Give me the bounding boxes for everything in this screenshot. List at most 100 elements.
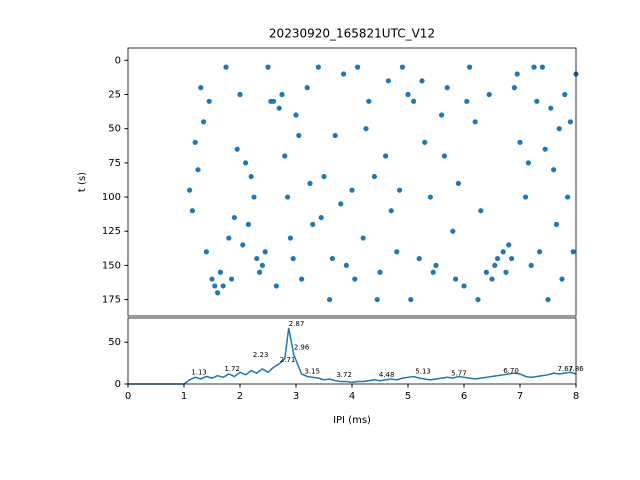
scatter-point <box>562 91 568 98</box>
y-tick-label: 0 <box>115 379 121 390</box>
axes-frame <box>127 317 577 385</box>
scatter-point <box>455 180 461 186</box>
scatter-point <box>399 64 405 70</box>
x-tick-label: 6 <box>461 391 467 402</box>
scatter-point <box>304 85 310 91</box>
y-tick-label: 50 <box>108 124 121 135</box>
scatter-point <box>548 105 554 111</box>
chart-title: 20230920_165821UTC_V12 <box>269 27 435 41</box>
scatter-point <box>343 262 349 269</box>
peak-label: 2.23 <box>253 351 269 359</box>
peak-label: 5.77 <box>451 369 467 377</box>
scatter-point <box>240 242 246 248</box>
scatter-point <box>198 85 204 91</box>
scatter-point <box>355 64 361 70</box>
scatter-point <box>237 91 243 98</box>
scatter-point <box>567 119 574 125</box>
scatter-point <box>315 64 321 70</box>
scatter-point <box>509 255 515 262</box>
x-axis-label: IPI (ms) <box>333 415 371 426</box>
scatter-point <box>341 71 347 77</box>
scatter-point <box>441 153 447 159</box>
scatter-point <box>486 91 492 98</box>
scatter-point <box>503 269 509 275</box>
scatter-point <box>539 64 546 70</box>
scatter-point <box>467 64 473 70</box>
x-tick-label: 4 <box>349 391 355 402</box>
scatter-point <box>285 194 291 200</box>
scatter-point <box>279 91 285 98</box>
scatter-point <box>506 242 512 248</box>
scatter-point <box>259 262 265 269</box>
scatter-point <box>226 235 232 241</box>
scatter-point <box>565 194 571 200</box>
scatter-point <box>422 139 428 145</box>
scatter-point <box>514 71 520 77</box>
scatter-point <box>551 167 557 173</box>
x-tick-label: 0 <box>125 391 131 402</box>
peak-label: 4.48 <box>379 371 395 379</box>
scatter-point <box>489 276 495 282</box>
scatter-point <box>189 208 195 214</box>
scatter-point <box>553 221 560 227</box>
scatter-point <box>265 64 271 70</box>
y-tick-label: 25 <box>108 89 121 100</box>
scatter-point <box>556 126 562 132</box>
peak-label: 7.67 <box>558 365 574 373</box>
scatter-point <box>559 276 565 282</box>
scatter-point <box>332 132 338 139</box>
scatter-point <box>492 262 498 269</box>
scatter-point <box>483 269 489 275</box>
y-axis-label: t (s) <box>77 172 88 192</box>
scatter-point <box>374 296 380 303</box>
scatter-point <box>405 91 411 98</box>
scatter-point <box>212 283 218 289</box>
x-tick-label: 3 <box>293 391 299 402</box>
scatter-point <box>262 249 268 255</box>
y-tick-label: 175 <box>102 295 121 306</box>
scatter-point <box>287 235 293 241</box>
scatter-point <box>195 167 201 173</box>
scatter-point <box>464 98 470 104</box>
scatter-point <box>371 173 377 180</box>
scatter-point <box>363 126 369 132</box>
scatter-point <box>394 249 400 255</box>
x-tick-label: 2 <box>237 391 243 402</box>
scatter-point <box>229 276 235 282</box>
scatter-point <box>472 119 478 125</box>
scatter-point <box>187 187 193 193</box>
x-tick-label: 1 <box>181 391 187 402</box>
scatter-point <box>525 160 532 166</box>
scatter-point <box>257 269 263 275</box>
peak-label: 3.15 <box>304 368 320 376</box>
scatter-point <box>545 296 551 303</box>
scatter-point <box>439 112 445 118</box>
scatter-point <box>318 214 324 221</box>
scatter-point <box>268 98 274 104</box>
peak-label: 2.71 <box>280 356 296 364</box>
y-tick-label: 125 <box>102 226 121 237</box>
scatter-point <box>223 64 229 70</box>
scatter-point <box>296 132 302 139</box>
scatter-point <box>475 296 481 303</box>
scatter-point <box>254 255 260 262</box>
scatter-point <box>461 283 467 289</box>
scatter-point <box>500 249 506 255</box>
x-tick-label: 5 <box>405 391 411 402</box>
y-tick-label: 150 <box>102 260 121 271</box>
scatter-point <box>290 255 296 262</box>
scatter-point <box>523 194 529 200</box>
y-tick-label: 75 <box>108 158 121 169</box>
scatter-point <box>444 85 450 91</box>
peak-label: 1.13 <box>191 368 207 376</box>
scatter-point <box>411 98 417 104</box>
scatter-point <box>383 153 389 159</box>
scatter-point <box>397 187 403 193</box>
scatter-point <box>511 85 517 91</box>
peak-label: 1.72 <box>224 365 240 373</box>
scatter-point <box>206 98 212 104</box>
scatter-point <box>273 283 279 289</box>
